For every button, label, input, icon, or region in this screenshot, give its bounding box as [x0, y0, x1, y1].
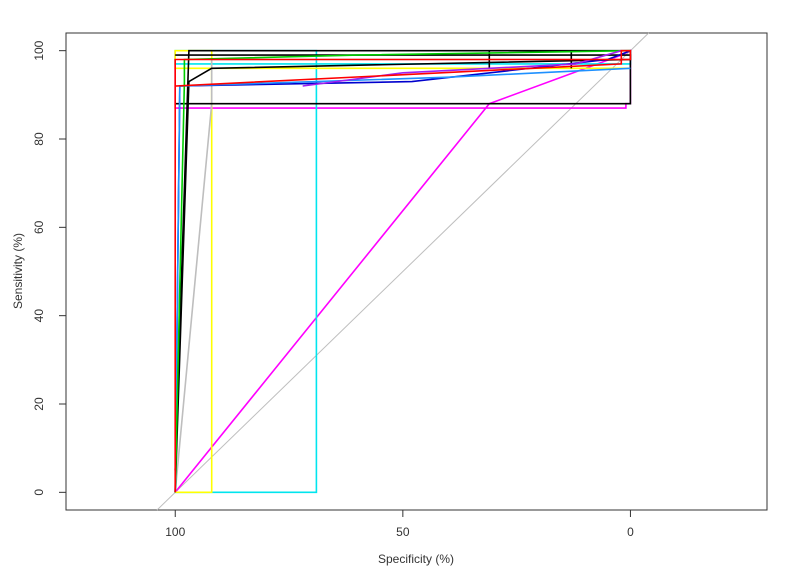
- y-axis-ticks: 0 20 40 60 80 100: [32, 40, 66, 496]
- y-tick-label: 20: [32, 397, 46, 411]
- y-tick-label: 0: [32, 489, 46, 496]
- y-tick-label: 80: [32, 132, 46, 146]
- x-tick-label: 0: [627, 525, 634, 539]
- x-tick-label: 50: [396, 525, 410, 539]
- chance-diagonal-line: [156, 32, 649, 511]
- y-tick-label: 40: [32, 309, 46, 323]
- x-axis-ticks: 100 50 0: [165, 510, 634, 539]
- y-tick-label: 100: [32, 40, 46, 60]
- plot-frame: [65, 32, 768, 511]
- x-axis-title: Specificity (%): [378, 552, 454, 566]
- roc-curve-12: [302, 49, 622, 87]
- roc-curve-5: [174, 54, 632, 493]
- plot-area: [156, 32, 649, 511]
- roc-curve-4: [174, 58, 631, 493]
- y-tick-label: 60: [32, 220, 46, 234]
- roc-curve-10: [174, 67, 631, 493]
- x-tick-label: 100: [165, 525, 185, 539]
- y-axis-title: Sensitivity (%): [11, 233, 25, 309]
- roc-curve-13: [174, 49, 632, 493]
